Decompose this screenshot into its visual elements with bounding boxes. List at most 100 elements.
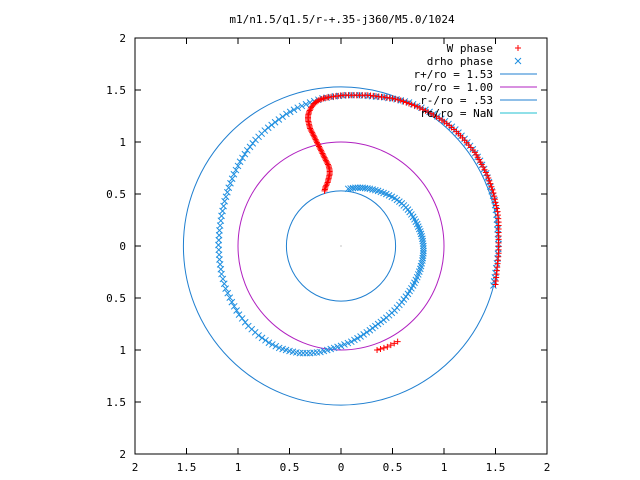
data-point xyxy=(394,338,401,345)
data-point xyxy=(480,163,487,170)
x-tick-label: 2 xyxy=(544,461,551,474)
data-point xyxy=(224,289,232,297)
data-point xyxy=(492,199,499,206)
data-point xyxy=(230,170,238,178)
data-point xyxy=(224,188,231,196)
data-point xyxy=(491,193,498,200)
x-tick-label: 1.5 xyxy=(486,461,506,474)
data-point xyxy=(366,326,374,334)
data-point xyxy=(322,183,329,190)
data-point xyxy=(411,102,418,109)
reference-circles xyxy=(182,86,500,406)
data-point xyxy=(313,98,320,105)
data-point xyxy=(377,345,384,352)
data-point xyxy=(271,118,279,126)
data-point xyxy=(420,242,427,250)
data-point xyxy=(360,331,368,338)
y-tick-label: 1 xyxy=(119,344,126,357)
data-point xyxy=(303,349,311,357)
data-point xyxy=(222,193,230,201)
data-point xyxy=(241,318,249,326)
data-point xyxy=(341,341,348,348)
data-point xyxy=(481,166,488,173)
data-point xyxy=(219,275,227,283)
reference-circle xyxy=(237,141,445,351)
data-point xyxy=(416,105,423,112)
data-point xyxy=(319,150,326,157)
data-point xyxy=(314,140,321,147)
data-point xyxy=(232,166,240,174)
data-point xyxy=(408,101,415,108)
data-point xyxy=(244,322,252,330)
data-point xyxy=(249,140,257,147)
data-point xyxy=(321,154,328,161)
data-point xyxy=(279,113,286,121)
data-point xyxy=(258,334,266,342)
x-tick-label: 1 xyxy=(235,461,242,474)
data-point xyxy=(389,95,396,102)
data-point xyxy=(374,347,381,353)
legend-label: drho phase xyxy=(427,55,493,68)
data-point xyxy=(306,349,314,357)
data-point xyxy=(313,137,320,144)
y-tick-label: 1.5 xyxy=(106,396,126,409)
y-tick-label: 0.5 xyxy=(106,188,126,201)
data-point xyxy=(402,293,410,300)
data-point xyxy=(487,180,494,187)
legend-label: W phase xyxy=(447,42,493,55)
data-point xyxy=(243,146,251,154)
data-point xyxy=(491,196,498,203)
data-point xyxy=(397,97,404,104)
data-point xyxy=(324,160,331,167)
data-point xyxy=(493,202,500,209)
data-point xyxy=(311,135,318,142)
data-point xyxy=(384,343,391,350)
data-point xyxy=(323,158,330,165)
legend-label: rc/ro = NaN xyxy=(420,107,493,120)
reference-circle xyxy=(285,190,397,302)
data-point xyxy=(357,333,364,340)
chart-title: m1/n1.5/q1.5/r-+.35-j360/M5.0/1024 xyxy=(229,13,455,26)
data-point xyxy=(233,307,240,314)
data-point xyxy=(422,107,429,114)
data-point xyxy=(414,103,421,110)
x-tick-label: 0.5 xyxy=(383,461,403,474)
data-point xyxy=(351,336,358,344)
y-tick-label: 2 xyxy=(119,32,126,45)
data-point xyxy=(318,149,325,156)
data-point xyxy=(221,197,228,205)
data-point xyxy=(419,254,427,262)
y-tick-label: 0.5 xyxy=(106,292,126,305)
data-point xyxy=(236,158,244,166)
data-point xyxy=(226,294,234,302)
data-point xyxy=(241,150,249,158)
series-group xyxy=(305,92,502,353)
data-point xyxy=(239,154,246,162)
data-point xyxy=(311,133,318,140)
data-point xyxy=(220,280,228,288)
data-point xyxy=(320,153,327,160)
data-point xyxy=(364,185,371,192)
x-tick-label: 0 xyxy=(338,461,345,474)
data-point xyxy=(268,341,276,348)
data-point xyxy=(404,290,412,298)
x-tick-label: 1.5 xyxy=(177,461,197,474)
data-point xyxy=(391,340,398,347)
y-tick-label: 1 xyxy=(119,136,126,149)
x-tick-label: 2 xyxy=(132,461,139,474)
data-point xyxy=(405,100,412,107)
data-point xyxy=(227,179,234,187)
data-point xyxy=(275,344,283,352)
data-point xyxy=(493,205,500,212)
data-point xyxy=(489,186,496,193)
x-tick-label: 0.5 xyxy=(280,461,300,474)
data-point xyxy=(400,98,407,105)
legend-marker xyxy=(515,45,521,51)
data-point xyxy=(320,151,327,158)
data-point xyxy=(238,315,246,322)
data-point xyxy=(417,230,425,238)
data-point xyxy=(222,285,229,292)
legend-label: ro/ro = 1.00 xyxy=(414,81,493,94)
data-point xyxy=(275,116,283,123)
